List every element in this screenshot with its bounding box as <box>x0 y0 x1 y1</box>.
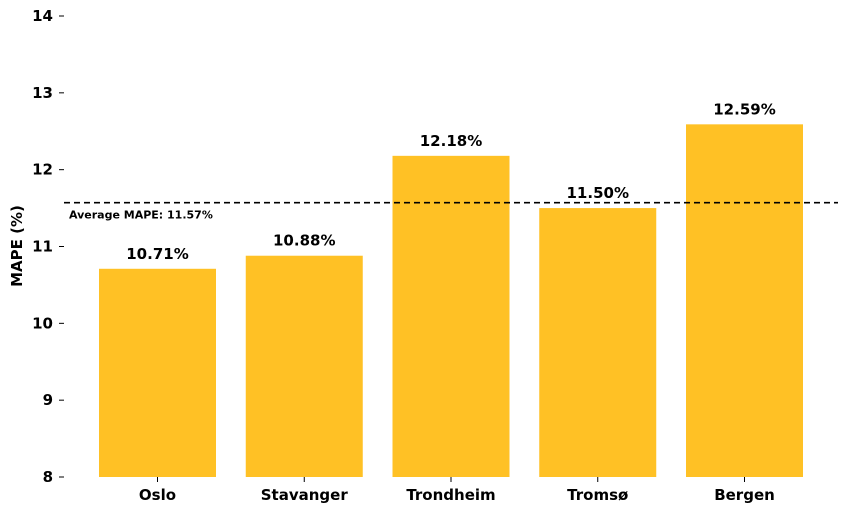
x-tick-label: Oslo <box>139 486 176 504</box>
y-axis: 8 9 10 11 12 13 14 <box>32 7 64 486</box>
bar-trondheim <box>392 155 510 477</box>
x-axis: Oslo Stavanger Trondheim Tromsø Bergen <box>139 477 775 504</box>
y-tick-label: 13 <box>32 84 53 102</box>
bar-stavanger <box>245 255 363 477</box>
bar-bergen <box>686 124 803 478</box>
x-tick-label: Bergen <box>714 486 775 504</box>
bar-value-label: 10.71% <box>126 245 188 263</box>
bar-value-label: 10.88% <box>273 232 335 250</box>
y-tick-label: 12 <box>32 161 53 179</box>
y-tick-label: 14 <box>32 7 53 25</box>
x-tick-label: Tromsø <box>567 486 628 504</box>
bar-tromsø <box>539 208 657 478</box>
y-tick-label: 10 <box>32 314 53 332</box>
average-line-label: Average MAPE: 11.57% <box>69 209 213 222</box>
bar-oslo <box>99 268 216 477</box>
bar-value-label: 12.59% <box>713 100 775 118</box>
bars: 10.71% 10.88% 12.18% 11.50% 12.59% <box>99 100 803 478</box>
y-tick-label: 11 <box>32 238 53 256</box>
x-tick-label: Trondheim <box>406 486 495 504</box>
bar-value-label: 12.18% <box>420 132 482 150</box>
x-tick-label: Stavanger <box>261 486 349 504</box>
bar-value-label: 11.50% <box>567 184 629 202</box>
y-tick-label: 9 <box>43 391 53 409</box>
y-tick-label: 8 <box>43 468 53 486</box>
y-axis-title: MAPE (%) <box>8 205 26 287</box>
